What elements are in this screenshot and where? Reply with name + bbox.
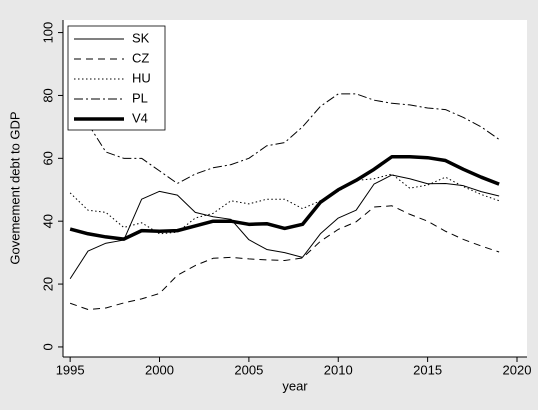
series-line — [69, 205, 500, 311]
y-tick-label: 80 — [40, 88, 55, 102]
x-tick-label: 2010 — [324, 362, 353, 377]
y-tick-label: 20 — [40, 277, 55, 291]
series-line — [69, 174, 500, 279]
y-tick-label: 40 — [40, 214, 55, 228]
y-tick-label: 100 — [40, 22, 55, 44]
x-tick-label: 2015 — [413, 362, 442, 377]
legend-label: V4 — [132, 110, 148, 125]
series-line — [87, 93, 500, 184]
legend-label: HU — [132, 70, 151, 85]
x-tick-label: 1995 — [56, 362, 85, 377]
y-axis-label: Govemement debt to GDP — [7, 111, 22, 264]
legend-label: SK — [132, 30, 150, 45]
series-line — [69, 154, 500, 241]
legend-box — [67, 25, 166, 131]
x-tick-label: 2000 — [145, 362, 174, 377]
y-tick-label: 0 — [40, 343, 55, 350]
series-line — [69, 173, 500, 235]
legend-label: CZ — [132, 50, 149, 65]
y-tick-label: 60 — [40, 151, 55, 165]
legend-label: PL — [132, 90, 148, 105]
x-tick-label: 2005 — [234, 362, 263, 377]
x-tick-label: 2020 — [503, 362, 532, 377]
x-axis-label: year — [282, 378, 308, 393]
